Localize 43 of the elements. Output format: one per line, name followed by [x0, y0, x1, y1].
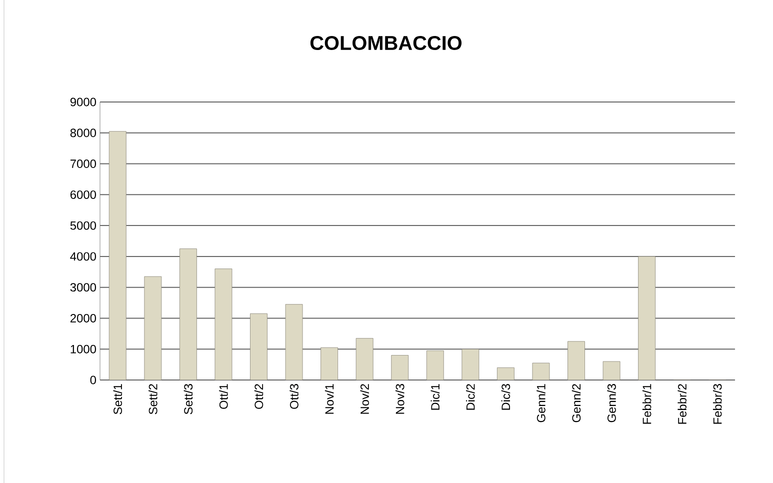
x-tick-label: Dic/3 [501, 384, 510, 410]
bar [497, 368, 514, 380]
x-tick-label: Sett/1 [113, 384, 122, 414]
chart-title: COLOMBACCIO [310, 36, 462, 50]
bar [391, 355, 409, 380]
bar [320, 347, 338, 380]
y-tick-label: 6000 [70, 190, 96, 199]
x-tick-label: Dic/1 [430, 384, 440, 410]
y-tick-label: 0 [90, 376, 96, 384]
y-tick-label: 3000 [70, 283, 96, 292]
x-tick-label: Febbr/2 [678, 384, 686, 424]
y-tick-label: 9000 [70, 98, 96, 106]
bar [426, 350, 444, 380]
x-tick-label: Sett/2 [148, 384, 158, 414]
y-tick-label: 1000 [70, 344, 96, 354]
y-tick-label: 5000 [70, 221, 96, 230]
y-tick-label: 2000 [70, 314, 96, 322]
x-tick-label: Febbr/3 [712, 384, 722, 424]
bar [108, 131, 126, 380]
x-tick-label: Sett/3 [184, 384, 193, 414]
x-tick-label: Febbr/1 [642, 384, 652, 424]
x-tick-label: Genn/2 [572, 384, 581, 422]
y-tick-label: 7000 [70, 160, 96, 168]
bar [638, 256, 656, 380]
x-tick-label: Nov/2 [360, 384, 369, 414]
bar [285, 304, 303, 380]
x-tick-label: Ott/3 [290, 384, 298, 409]
x-tick-label: Ott/1 [219, 384, 228, 409]
y-tick-label: 8000 [70, 128, 96, 138]
bar [250, 313, 268, 380]
x-tick-label: Genn/1 [536, 384, 546, 422]
x-tick-label: Ott/2 [254, 384, 264, 409]
bar [179, 248, 197, 380]
x-tick-label: Genn/3 [607, 384, 616, 422]
bar [144, 276, 162, 380]
bar [214, 268, 232, 380]
x-tick-label: Nov/3 [395, 384, 404, 414]
x-tick-label: Dic/2 [466, 384, 475, 410]
bar [462, 348, 480, 380]
bar [356, 338, 374, 380]
x-tick-label: Nov/1 [324, 384, 334, 414]
y-tick-label: 4000 [70, 252, 96, 261]
bar [568, 341, 585, 380]
